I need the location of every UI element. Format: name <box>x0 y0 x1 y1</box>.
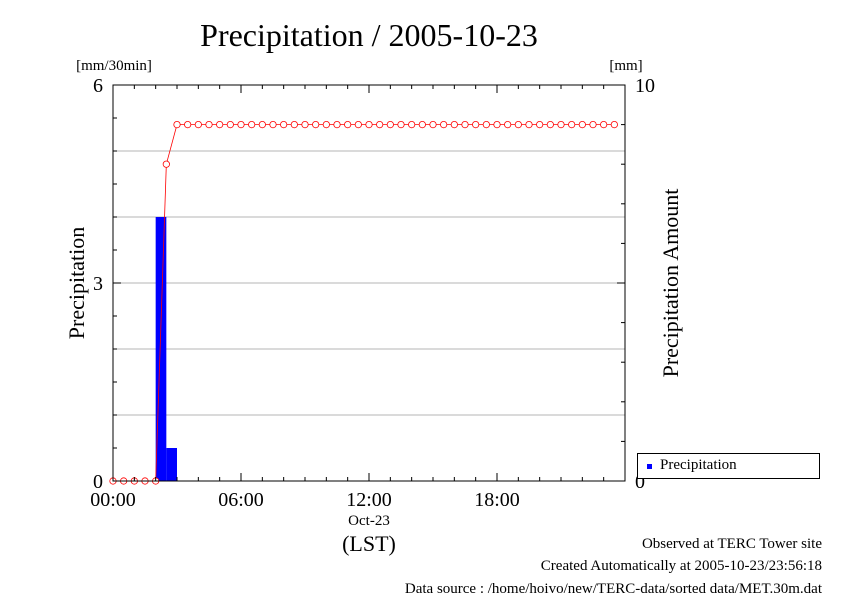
gridlines <box>113 150 625 416</box>
x-tick-label: 18:00 <box>474 489 520 511</box>
precipitation-amount-point <box>386 121 394 129</box>
precipitation-amount-point <box>514 121 522 129</box>
precipitation-amount-point <box>173 121 181 129</box>
precipitation-amount-point <box>557 121 565 129</box>
precipitation-amount-point <box>568 121 576 129</box>
precipitation-amount-point <box>216 121 224 129</box>
precipitation-amount-point <box>589 121 597 129</box>
left-tick-label: 6 <box>93 75 103 97</box>
x-tick-label: 12:00 <box>346 489 392 511</box>
precipitation-amount-point <box>280 121 288 129</box>
left-unit-label: [mm/30min] <box>76 58 152 74</box>
footer-source: Data source : /home/hoivo/new/TERC-data/… <box>404 581 822 597</box>
x-tick-label: 06:00 <box>218 489 264 511</box>
footer-observed: Observed at TERC Tower site <box>641 536 822 552</box>
precipitation-amount-line <box>113 124 615 482</box>
precipitation-amount-point <box>333 121 341 129</box>
precipitation-amount-point <box>237 121 245 129</box>
precipitation-amount-point <box>493 121 501 129</box>
precipitation-amount-point <box>301 121 309 129</box>
precipitation-amount-point <box>365 121 373 129</box>
precipitation-amount-point <box>600 121 608 129</box>
precipitation-amount-point <box>408 121 416 129</box>
precipitation-amount-point <box>290 121 298 129</box>
precipitation-amount-point <box>226 121 234 129</box>
x-tick-label: 00:00 <box>90 489 136 511</box>
precipitation-amount-point <box>269 121 277 129</box>
y-axis-right-label: Precipitation Amount <box>658 189 683 378</box>
legend-label: Precipitation <box>660 457 737 473</box>
left-tick-labels: 0 3 6 <box>93 75 103 493</box>
legend-swatch <box>647 464 652 469</box>
precipitation-bar <box>155 217 167 481</box>
right-unit-label: [mm] <box>609 58 642 74</box>
precipitation-amount-point <box>525 121 533 129</box>
axis-ticks <box>112 84 626 482</box>
precipitation-amount-point <box>440 121 448 129</box>
precipitation-amount-point <box>344 121 352 129</box>
precipitation-amount-point <box>429 121 437 129</box>
legend: Precipitation <box>637 453 820 479</box>
left-tick-label: 0 <box>93 471 103 493</box>
precipitation-amount-point <box>376 121 384 129</box>
precipitation-amount-point <box>472 121 480 129</box>
precipitation-amount-point <box>194 121 202 129</box>
precipitation-amount-point <box>322 121 330 129</box>
x-axis-unit-label: (LST) <box>342 531 396 556</box>
x-tick-labels: 00:00 06:00 12:00 18:00 <box>90 489 520 511</box>
precipitation-amount-point <box>397 121 405 129</box>
precipitation-amount-point <box>162 160 170 168</box>
right-tick-labels: 0 10 <box>635 75 655 493</box>
precipitation-amount-point <box>312 121 320 129</box>
precipitation-amount-point <box>248 121 256 129</box>
left-tick-label: 3 <box>93 273 103 295</box>
precipitation-amount-point <box>578 121 586 129</box>
precipitation-amount-point <box>184 121 192 129</box>
right-tick-label: 0 <box>635 471 645 493</box>
y-axis-left-label: Precipitation <box>64 227 89 339</box>
precipitation-amount-point <box>610 121 618 129</box>
precipitation-bar <box>166 448 177 481</box>
precipitation-amount-point <box>536 121 544 129</box>
precipitation-amount-point <box>461 121 469 129</box>
precipitation-amount-point <box>450 121 458 129</box>
footer-created: Created Automatically at 2005-10-23/23:5… <box>540 558 822 574</box>
precipitation-amount-point <box>258 121 266 129</box>
bar-series <box>155 217 177 481</box>
chart-title: Precipitation / 2005-10-23 <box>200 17 538 53</box>
precipitation-amount-point <box>418 121 426 129</box>
precipitation-amount-point <box>205 121 213 129</box>
x-date-label: Oct-23 <box>348 513 390 529</box>
precipitation-amount-point <box>354 121 362 129</box>
line-series <box>109 121 618 485</box>
precipitation-amount-point <box>504 121 512 129</box>
right-tick-label: 10 <box>635 75 655 97</box>
precipitation-amount-point <box>546 121 554 129</box>
precipitation-amount-point <box>482 121 490 129</box>
